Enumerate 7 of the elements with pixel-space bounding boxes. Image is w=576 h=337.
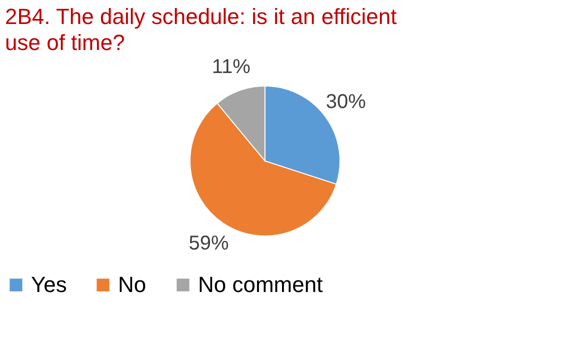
data-label: 30% <box>326 91 366 114</box>
data-label: 59% <box>188 232 230 255</box>
data-label: 11% <box>212 56 251 78</box>
legend-label: No comment <box>198 272 323 297</box>
legend-label: No <box>118 272 146 297</box>
legend-label: Yes <box>31 272 67 297</box>
chart-title: 2B4. The daily schedule: is it an efficient use of time? <box>5 4 397 55</box>
